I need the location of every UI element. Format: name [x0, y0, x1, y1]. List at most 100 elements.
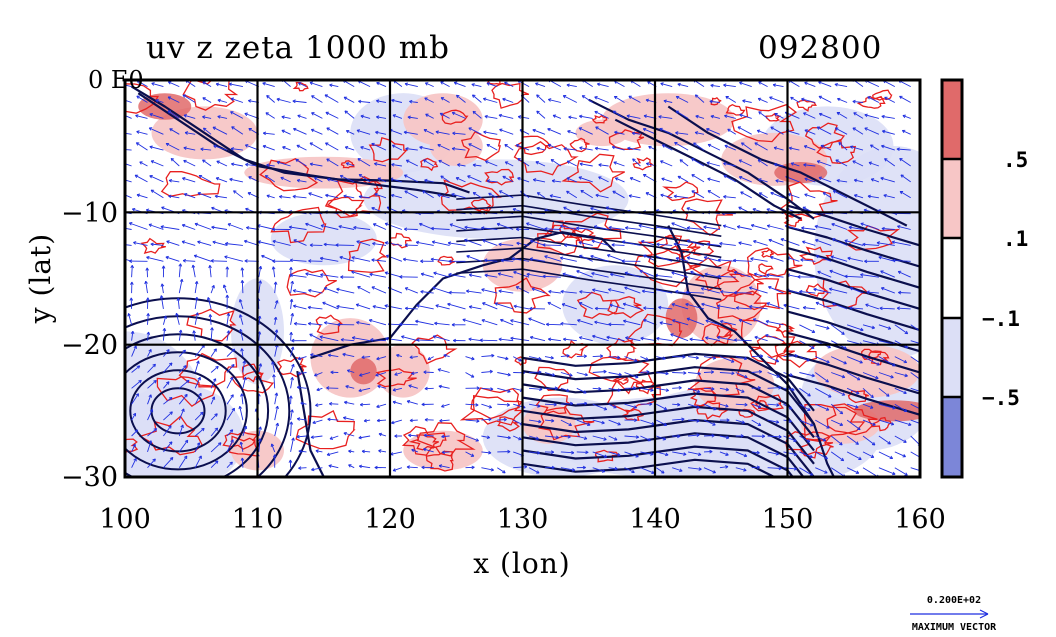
wind-vector-head [228, 82, 233, 87]
wind-vector [688, 434, 700, 437]
wind-vector-head [394, 372, 398, 376]
wind-vector-head [566, 190, 570, 195]
wind-vector-head [372, 241, 376, 246]
wind-vector-head [231, 407, 235, 412]
wind-vector [261, 255, 275, 262]
wind-vector [767, 387, 782, 389]
wind-vector [592, 371, 607, 373]
wind-vector [672, 319, 689, 326]
negative-zeta-region [270, 212, 377, 266]
wind-vector [203, 127, 212, 135]
wind-vector-head [645, 98, 650, 103]
wind-vector-head [345, 129, 350, 134]
wind-vector-head [579, 114, 583, 119]
wind-vector-head [886, 393, 890, 397]
wind-vector [606, 336, 625, 342]
wind-vector-head [178, 263, 183, 267]
wind-vector [131, 331, 134, 341]
wind-vector-head [206, 297, 211, 301]
wind-vector [592, 419, 605, 424]
height-contour-line [787, 289, 920, 332]
wind-vector [274, 329, 278, 341]
wind-vector [345, 385, 355, 389]
wind-vector-head [377, 384, 381, 389]
wind-vector-head [579, 290, 583, 294]
zeta-contour-line [805, 283, 829, 297]
wind-vector-head [128, 222, 133, 226]
wind-vector-head [635, 435, 640, 439]
wind-vector [818, 177, 832, 183]
wind-vector [765, 334, 784, 342]
wind-vector-head [424, 417, 428, 422]
wind-vector [211, 226, 228, 230]
wind-vector [290, 332, 292, 341]
wind-vector-head [376, 81, 380, 86]
wind-vector-head [424, 82, 429, 86]
wind-vector-head [843, 361, 847, 365]
wind-vector-head [804, 177, 808, 182]
wind-vector-head [214, 460, 219, 464]
wind-vector-head [133, 345, 137, 349]
wind-vector [344, 110, 355, 119]
wind-vector-head [146, 255, 150, 260]
wind-vector-head [807, 407, 811, 411]
wind-vector-head [818, 176, 822, 180]
wind-vector-head [351, 336, 356, 340]
wind-vector-head [370, 337, 374, 342]
wind-vector-head [548, 289, 552, 294]
colorbar: .5 .1 −.1 −.5 [940, 78, 1028, 479]
wind-vector-head [358, 173, 363, 178]
wind-vector-head [169, 441, 173, 445]
wind-vector-head [239, 328, 243, 333]
wind-vector-head [904, 373, 908, 378]
wind-vector [497, 435, 511, 439]
wind-vector-head [678, 385, 682, 390]
wind-vector-head [858, 456, 862, 460]
wind-vector [799, 419, 814, 427]
wind-vector [751, 224, 768, 230]
wind-vector [406, 159, 419, 167]
wind-vector-head [298, 82, 302, 86]
wind-vector [846, 419, 861, 431]
x-tick-label: 140 [629, 504, 681, 535]
wind-vector-head [725, 452, 729, 456]
wind-vector [530, 336, 546, 342]
wind-vector-head [545, 322, 550, 327]
wind-vector-head [866, 290, 870, 295]
wind-vector [214, 195, 228, 199]
wind-vector [149, 175, 164, 183]
wind-vector-head [281, 115, 285, 119]
wind-vector-head [691, 158, 695, 162]
wind-vector-head [384, 304, 388, 308]
wind-vector [309, 333, 323, 342]
wind-vector-head [624, 271, 629, 276]
wind-vector [488, 192, 498, 199]
zeta-contour-line [725, 103, 746, 116]
wind-vector [183, 159, 196, 167]
wind-vector-head [711, 433, 715, 438]
wind-vector [815, 372, 829, 383]
wind-vector-head [743, 453, 748, 458]
wind-vector-head [488, 192, 492, 197]
wind-vector-head [168, 178, 173, 183]
wind-vector-head [196, 360, 200, 364]
wind-vector-head [161, 265, 166, 269]
wind-vector-head [215, 176, 220, 181]
wind-vector [181, 241, 196, 246]
wind-vector [738, 159, 752, 167]
wind-vector [292, 195, 307, 199]
wind-vector-head [825, 379, 829, 383]
wind-vector [424, 179, 434, 183]
wind-vector [703, 467, 716, 474]
wind-vector-head [230, 97, 235, 101]
wind-vector-head [300, 401, 304, 406]
wind-vector-head [853, 194, 858, 198]
wind-vector-head [399, 275, 403, 279]
wind-vector [497, 467, 506, 474]
wind-vector-head [547, 127, 551, 132]
wind-vector [656, 337, 673, 342]
wind-vector [404, 83, 418, 88]
wind-vector-head [136, 193, 141, 198]
colorbar-label: .5 [1003, 148, 1028, 172]
wind-vector [293, 305, 307, 310]
